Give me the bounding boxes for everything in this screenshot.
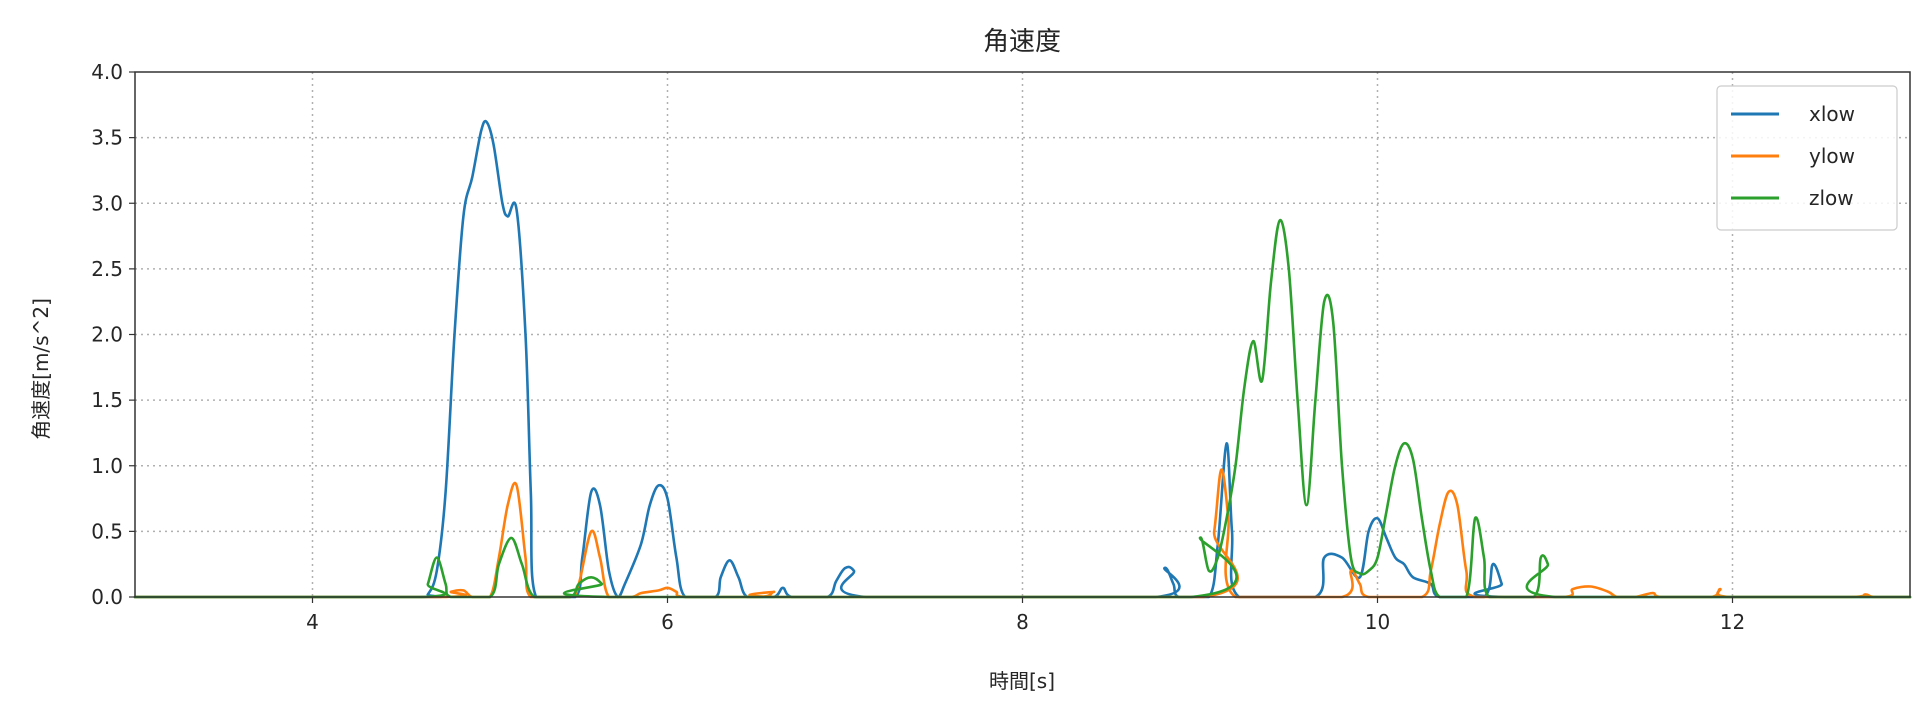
x-tick-label: 6 [661, 610, 674, 634]
grid [135, 72, 1910, 597]
x-tick-label: 8 [1016, 610, 1029, 634]
chart-title: 角速度 [983, 27, 1061, 57]
legend-label-ylow: ylow [1809, 144, 1855, 168]
y-tick-label: 3.0 [91, 191, 123, 215]
legend-label-zlow: zlow [1809, 186, 1854, 210]
y-tick-label: 2.5 [91, 257, 123, 281]
x-axis-ticks: 4 6 8 10 12 [306, 597, 1745, 634]
x-tick-label: 4 [306, 610, 319, 634]
y-tick-label: 2.0 [91, 323, 123, 347]
x-axis-label: 時間[s] [989, 669, 1055, 693]
x-tick-label: 12 [1720, 610, 1745, 634]
y-tick-label: 3.5 [91, 126, 123, 150]
x-tick-label: 10 [1365, 610, 1390, 634]
y-tick-label: 0.0 [91, 585, 123, 609]
y-tick-label: 4.0 [91, 60, 123, 84]
y-tick-label: 0.5 [91, 519, 123, 543]
y-tick-label: 1.0 [91, 454, 123, 478]
legend-label-xlow: xlow [1809, 102, 1855, 126]
legend: xlow ylow zlow [1717, 86, 1897, 230]
y-axis-label: 角速度[m/s^2] [29, 298, 53, 440]
legend-box [1717, 86, 1897, 230]
y-axis-ticks: 0.0 0.5 1.0 1.5 2.0 2.5 3.0 3.5 4.0 [91, 60, 135, 609]
y-tick-label: 1.5 [91, 388, 123, 412]
